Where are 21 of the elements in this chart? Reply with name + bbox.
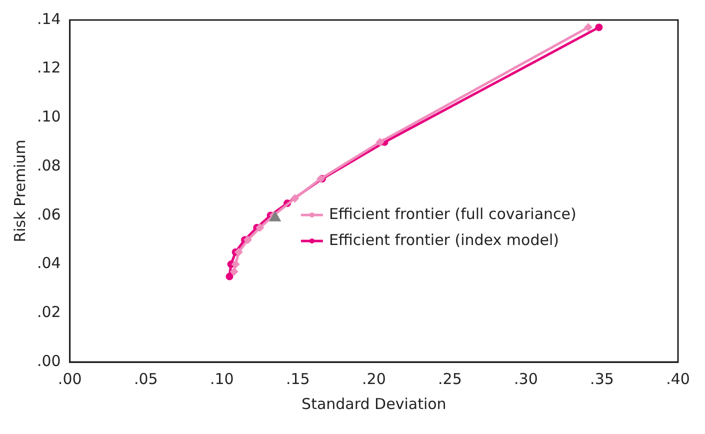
x-tick-label: .05 [134,370,158,388]
x-tick-label: .00 [58,370,82,388]
x-tick-label: .35 [590,370,614,388]
y-axis-title: Risk Premium [10,140,29,242]
y-tick-label: .02 [36,303,61,322]
y-tick-label: .14 [36,10,61,28]
x-tick-label: .10 [210,370,234,388]
legend-label: Efficient frontier (index model) [328,230,559,249]
y-tick-label: .12 [36,58,61,77]
x-tick-label: .25 [438,370,462,388]
x-tick-label: .30 [514,370,538,388]
y-tick-label: .04 [36,254,61,272]
x-tick-label: .40 [666,370,690,388]
x-tick-label: .15 [286,370,310,388]
y-tick-label: .00 [36,352,61,370]
legend-label: Efficient frontier (full covariance) [328,204,576,223]
x-axis-title: Standard Deviation [302,394,446,413]
y-tick-label: .10 [36,108,61,126]
y-tick-label: .06 [36,205,61,224]
x-tick-label: .20 [362,370,386,388]
y-tick-label: .08 [36,156,61,174]
